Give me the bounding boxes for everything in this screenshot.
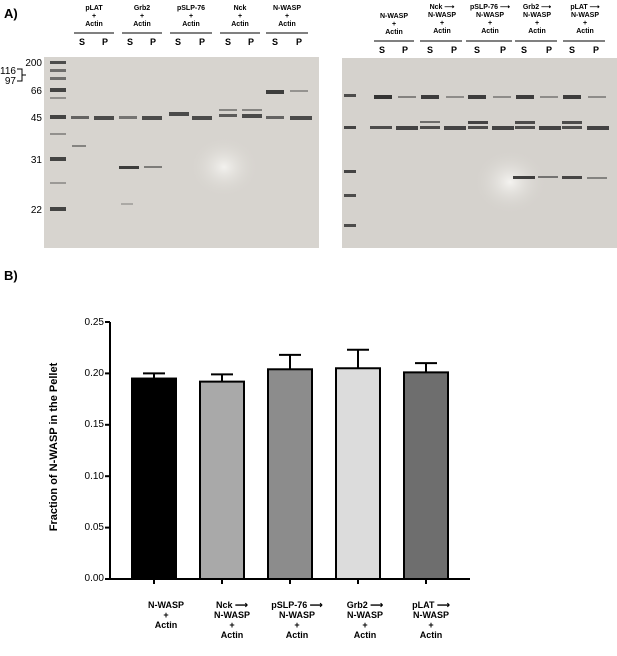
mw-31-label: 31 [30,155,42,166]
lane-s-label: S [271,37,278,47]
right-gel-image [342,58,617,248]
left-lane-header-3: pSLP-76 + Actin [176,5,205,28]
lane-s-label: S [78,37,85,47]
lane-p-label: P [247,37,254,47]
lane-s-label: S [378,45,385,55]
mw-45-label: 45 [30,113,42,124]
left-lane-header-2: Grb2 + Actin [133,5,151,28]
bar-chart-svg [105,321,470,584]
right-lane-header-4: Grb2 ⟶ N-WASP + Actin [522,4,552,35]
lane-p-label: P [401,45,408,55]
panel-b-label: B) [4,268,18,283]
left-lane-header-5: N-WASP + Actin [273,5,301,28]
mw-116-label: 116 [0,66,16,77]
bar [335,367,381,581]
y-tick-label: 0.25 [84,317,104,328]
x-category-label: pSLP-76 ⟶ N-WASP + Actin [271,600,323,640]
right-lane-header-3: pSLP-76 ⟶ N-WASP + Actin [470,4,510,35]
y-tick-label: 0.05 [84,522,104,533]
right-gel-bands [342,58,617,248]
x-category-label: N-WASP + Actin [148,600,184,630]
lane-s-label: S [520,45,527,55]
mw-bracket [17,68,26,82]
left-gel-bands [44,57,319,248]
bar-chart [0,300,617,651]
mw-66-label: 66 [30,86,42,97]
bar [267,368,313,581]
lane-s-label: S [426,45,433,55]
x-category-label: Grb2 ⟶ N-WASP + Actin [346,600,384,640]
right-lane-header-5: pLAT ⟶ N-WASP + Actin [570,4,600,35]
mw-22-label: 22 [30,205,42,216]
lane-s-label: S [568,45,575,55]
bar [403,371,449,581]
lane-s-label: S [174,37,181,47]
bar [199,380,245,581]
lane-p-label: P [450,45,457,55]
lane-p-label: P [198,37,205,47]
y-tick-label: 0.20 [84,368,104,379]
lane-p-label: P [295,37,302,47]
left-lane-header-4: Nck + Actin [231,5,249,28]
right-lane-header-2: Nck ⟶ N-WASP + Actin [428,4,456,35]
lane-s-label: S [224,37,231,47]
lane-s-label: S [473,45,480,55]
y-tick-label: 0.15 [84,419,104,430]
y-tick-label: 0.00 [84,573,104,584]
y-axis-label: Fraction of N-WASP in the Pellet [48,362,60,532]
lane-p-label: P [592,45,599,55]
lane-p-label: P [545,45,552,55]
y-tick-label: 0.10 [84,471,104,482]
mw-200-label: 200 [25,58,42,69]
lane-p-label: P [101,37,108,47]
right-lane-header-1: N-WASP + Actin [380,13,408,36]
bar [131,377,177,581]
left-lane-header-1: pLAT + Actin [85,5,103,28]
panel-a-label: A) [4,6,18,21]
lane-p-label: P [149,37,156,47]
left-gel-image [44,57,319,248]
mw-97-label: 97 [4,76,16,87]
lane-s-label: S [126,37,133,47]
header-underlines [74,32,605,42]
lane-p-label: P [499,45,506,55]
x-category-label: Nck ⟶ N-WASP + Actin [214,600,250,640]
x-category-label: pLAT ⟶ N-WASP + Actin [412,600,450,640]
